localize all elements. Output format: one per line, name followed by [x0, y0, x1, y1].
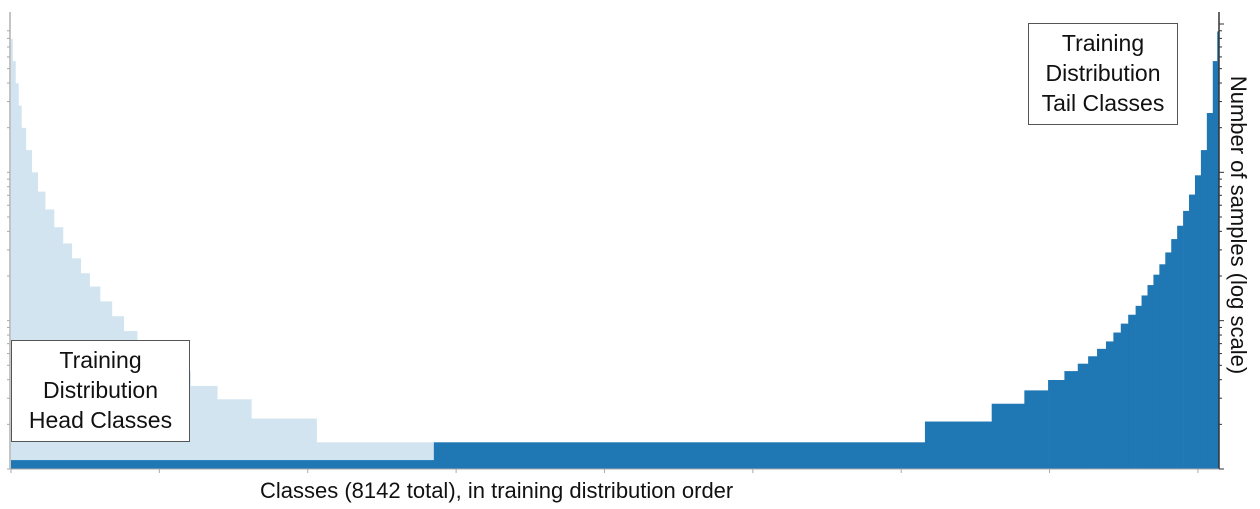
tail-bar: [1064, 371, 1078, 469]
tail-bar: [1171, 239, 1177, 469]
tail-bar: [1097, 349, 1106, 469]
tail-bar: [1177, 226, 1183, 469]
tail-bar: [1195, 175, 1201, 469]
tail-bar: [1121, 324, 1129, 469]
tail-bar: [1048, 380, 1065, 469]
head-label-line: Training: [12, 345, 189, 375]
y-axis-label: Number of samples (log scale): [1225, 76, 1251, 374]
head-classes-label: Training Distribution Head Classes: [11, 340, 190, 442]
tail-bar: [11, 460, 434, 469]
head-bar: [191, 386, 218, 469]
head-label-line: Distribution: [12, 375, 189, 405]
tail-bar: [1183, 211, 1189, 469]
tail-bar: [1147, 285, 1153, 469]
tail-bar: [1159, 264, 1165, 469]
tail-bar: [434, 442, 925, 469]
tail-label-line: Tail Classes: [1029, 88, 1177, 118]
tail-bar: [1153, 275, 1159, 469]
tail-bar: [1201, 150, 1207, 469]
tail-label-line: Training: [1029, 28, 1177, 58]
tail-classes-label: Training Distribution Tail Classes: [1028, 23, 1178, 125]
head-bar: [217, 399, 251, 469]
tail-bar: [1128, 315, 1136, 469]
tail-bar: [1078, 364, 1089, 469]
tail-label-line: Distribution: [1029, 58, 1177, 88]
tail-bar: [1024, 390, 1048, 469]
tail-bar: [1165, 252, 1171, 469]
tail-bar: [1142, 295, 1148, 469]
tail-bar: [1113, 333, 1121, 469]
tail-bar: [1088, 356, 1097, 469]
x-axis-label: Classes (8142 total), in training distri…: [260, 478, 733, 504]
tail-bar: [1136, 306, 1142, 469]
tail-bar: [1189, 195, 1195, 469]
tail-bar: [1106, 341, 1114, 469]
head-label-line: Head Classes: [12, 405, 189, 435]
tail-bar: [1207, 113, 1213, 469]
tail-bar: [1213, 61, 1218, 469]
tail-bar: [992, 404, 1025, 469]
tail-bar: [925, 422, 992, 469]
